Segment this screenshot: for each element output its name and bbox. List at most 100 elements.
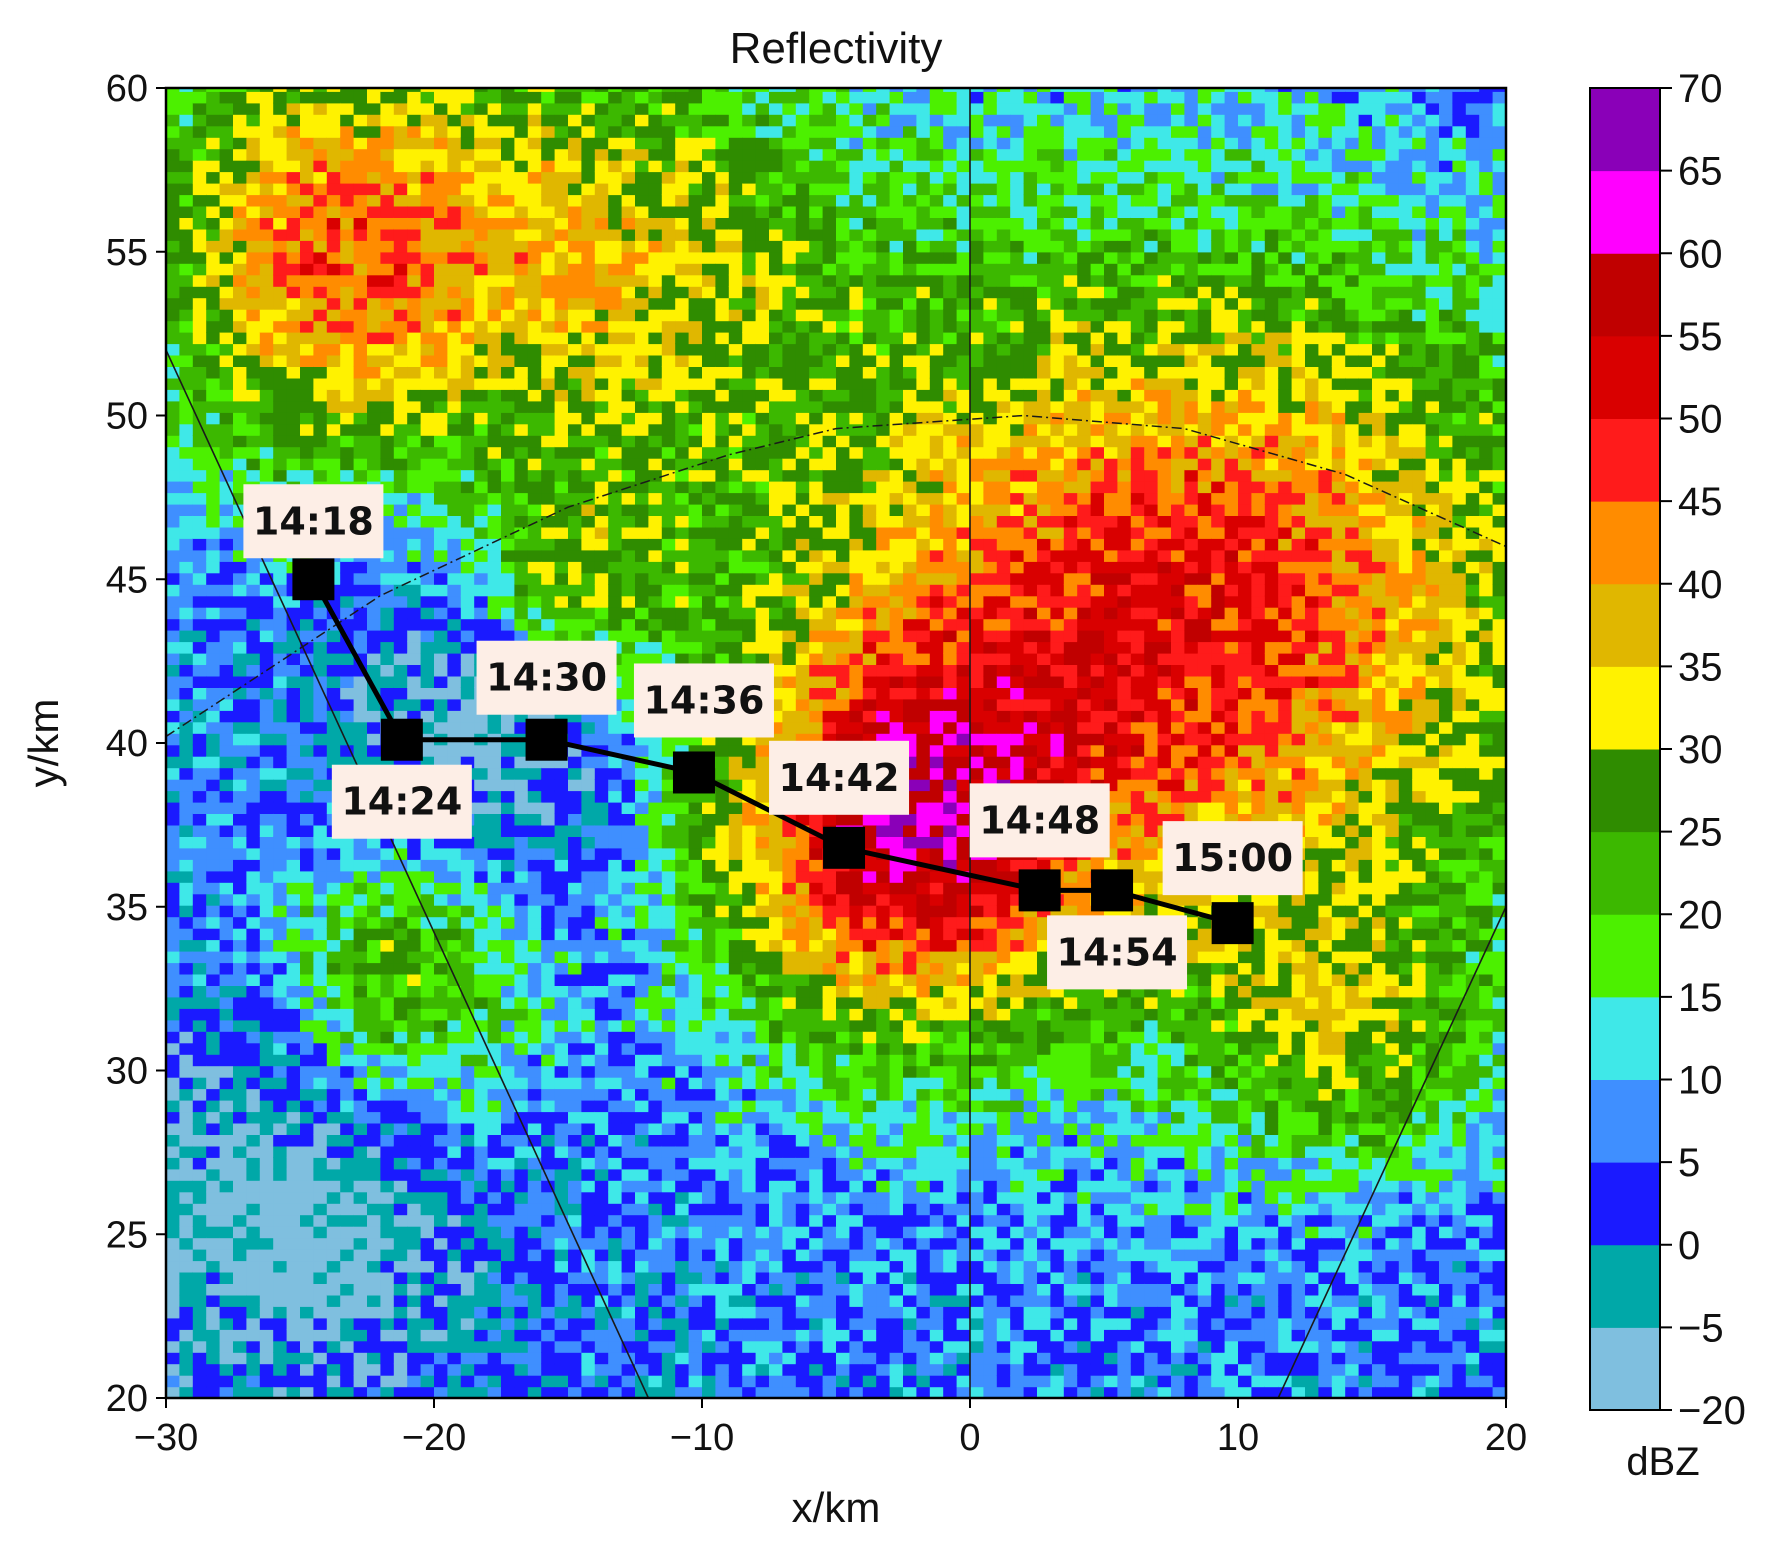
heatmap-cell (648, 377, 663, 390)
heatmap-cell (635, 652, 649, 665)
heatmap-cell (527, 217, 542, 230)
heatmap-cell (434, 687, 448, 700)
heatmap-cell (286, 1271, 301, 1284)
heatmap-cell (728, 641, 743, 654)
heatmap-cell (581, 882, 596, 895)
heatmap-cell (353, 458, 368, 471)
heatmap-cell (313, 870, 328, 883)
heatmap-cell (621, 503, 636, 516)
heatmap-cell (648, 148, 663, 161)
heatmap-cell (608, 400, 623, 413)
heatmap-cell (661, 630, 676, 643)
heatmap-cell (527, 458, 542, 471)
heatmap-cell (380, 137, 395, 150)
heatmap-cell (340, 870, 355, 883)
heatmap-cell (166, 1237, 180, 1250)
heatmap-cell (688, 572, 703, 585)
heatmap-cell (594, 160, 609, 173)
heatmap-cell (206, 1100, 221, 1113)
heatmap-cell (742, 1260, 757, 1273)
heatmap-cell (474, 1088, 489, 1101)
heatmap-cell (474, 905, 489, 918)
heatmap-cell (460, 1180, 475, 1193)
heatmap-cell (206, 1306, 221, 1319)
heatmap-cell (541, 1352, 556, 1365)
heatmap-cell (527, 951, 542, 964)
heatmap-cell (635, 893, 649, 906)
heatmap-cell (286, 446, 301, 459)
heatmap-cell (179, 1375, 194, 1388)
heatmap-cell (527, 1203, 542, 1216)
heatmap-cell (407, 1283, 422, 1296)
heatmap-cell (501, 1031, 515, 1044)
heatmap-cell (233, 1077, 247, 1090)
heatmap-cell (434, 492, 448, 505)
heatmap-cell (434, 354, 448, 367)
heatmap-cell (474, 859, 489, 872)
heatmap-cell (581, 538, 596, 551)
heatmap-cell (340, 412, 355, 425)
heatmap-cell (648, 607, 663, 620)
heatmap-cell (340, 435, 355, 448)
heatmap-cell (501, 538, 515, 551)
heatmap-cell (554, 1088, 569, 1101)
heatmap-cell (688, 790, 703, 803)
heatmap-cell (434, 412, 448, 425)
heatmap-cell (192, 1088, 207, 1101)
heatmap-cell (554, 297, 569, 310)
heatmap-cell (206, 721, 221, 734)
heatmap-cell (367, 1271, 381, 1284)
heatmap-cell (219, 297, 234, 310)
heatmap-cell (407, 973, 422, 986)
heatmap-cell (286, 996, 301, 1009)
heatmap-cell (206, 1191, 221, 1204)
heatmap-cell (233, 1260, 247, 1273)
heatmap-cell (554, 1271, 569, 1284)
heatmap-cell (380, 400, 395, 413)
heatmap-cell (420, 572, 435, 585)
heatmap-cell (286, 343, 301, 356)
heatmap-cell (581, 561, 596, 574)
heatmap-cell (434, 675, 448, 688)
heatmap-cell (474, 148, 489, 161)
heatmap-cell (192, 836, 207, 849)
heatmap-cell (273, 698, 288, 711)
heatmap-cell (460, 354, 475, 367)
heatmap-cell (192, 469, 207, 482)
heatmap-cell (501, 767, 515, 780)
heatmap-cell (259, 905, 274, 918)
heatmap-cell (367, 286, 381, 299)
heatmap-cell (554, 813, 569, 826)
heatmap-cell (648, 1375, 663, 1388)
heatmap-cell (474, 595, 489, 608)
heatmap-cell (728, 263, 743, 276)
heatmap-cell (635, 584, 649, 597)
heatmap-cell (407, 1077, 422, 1090)
heatmap-cell (541, 435, 556, 448)
heatmap-cell (635, 767, 649, 780)
heatmap-cell (474, 744, 489, 757)
heatmap-cell (179, 859, 194, 872)
heatmap-cell (675, 847, 690, 860)
heatmap-cell (527, 870, 542, 883)
heatmap-cell (233, 435, 247, 448)
heatmap-cell (675, 1386, 690, 1398)
heatmap-cell (393, 698, 408, 711)
heatmap-cell (474, 1042, 489, 1055)
heatmap-cell (192, 1294, 207, 1307)
heatmap-cell (648, 882, 663, 895)
heatmap-cell (407, 1214, 422, 1227)
heatmap-cell (219, 125, 234, 138)
heatmap-cell (487, 194, 502, 207)
heatmap-cell (661, 1306, 676, 1319)
heatmap-cell (581, 1180, 596, 1193)
heatmap-cell (568, 263, 582, 276)
heatmap-cell (675, 458, 690, 471)
heatmap-cell (728, 618, 743, 631)
heatmap-cell (192, 332, 207, 345)
heatmap-cell (407, 1294, 422, 1307)
heatmap-cell (273, 1077, 288, 1090)
heatmap-cell (313, 882, 328, 895)
heatmap-cell (487, 1134, 502, 1147)
heatmap-cell (393, 973, 408, 986)
